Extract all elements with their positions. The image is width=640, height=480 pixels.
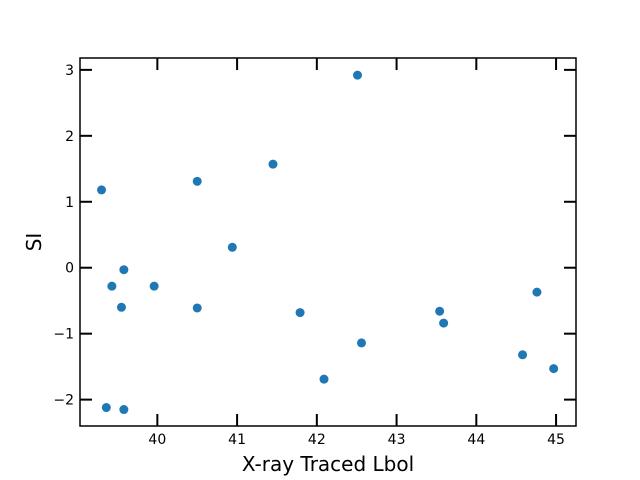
data-point — [549, 364, 559, 374]
x-axis-ticks: 40 41 42 43 44 45 — [148, 58, 565, 448]
data-point — [319, 374, 329, 384]
data-point — [439, 318, 449, 328]
data-point — [116, 302, 126, 312]
y-tick-label: −1 — [53, 327, 74, 343]
y-tick-label: −2 — [53, 393, 74, 409]
x-tick-label: 44 — [467, 432, 485, 448]
y-tick-label: 2 — [65, 129, 74, 145]
x-tick-label: 42 — [308, 432, 326, 448]
plot-frame — [79, 57, 577, 427]
data-point — [268, 159, 278, 169]
x-tick-label: 41 — [228, 432, 246, 448]
data-point — [119, 405, 129, 415]
y-tick-label: 1 — [65, 195, 74, 211]
data-point — [192, 176, 202, 186]
data-point — [192, 303, 202, 313]
y-tick-label: 0 — [65, 261, 74, 277]
data-points — [97, 70, 559, 415]
data-point — [295, 308, 305, 318]
x-axis-label: X-ray Traced Lbol — [242, 452, 414, 476]
data-point — [356, 338, 366, 348]
y-axis-ticks: −2 −1 0 1 2 3 — [53, 63, 576, 409]
data-point — [532, 287, 542, 297]
data-point — [353, 70, 363, 80]
x-tick-label: 40 — [148, 432, 166, 448]
data-point — [97, 185, 107, 195]
data-point — [518, 350, 528, 360]
y-axis-label: SI — [22, 233, 46, 252]
data-point — [101, 403, 111, 413]
x-tick-label: 45 — [547, 432, 565, 448]
data-point — [107, 281, 117, 291]
data-point — [119, 265, 129, 275]
data-point — [149, 281, 159, 291]
data-point — [227, 242, 237, 252]
y-tick-label: 3 — [65, 63, 74, 79]
x-tick-label: 43 — [388, 432, 406, 448]
data-point — [435, 306, 445, 316]
